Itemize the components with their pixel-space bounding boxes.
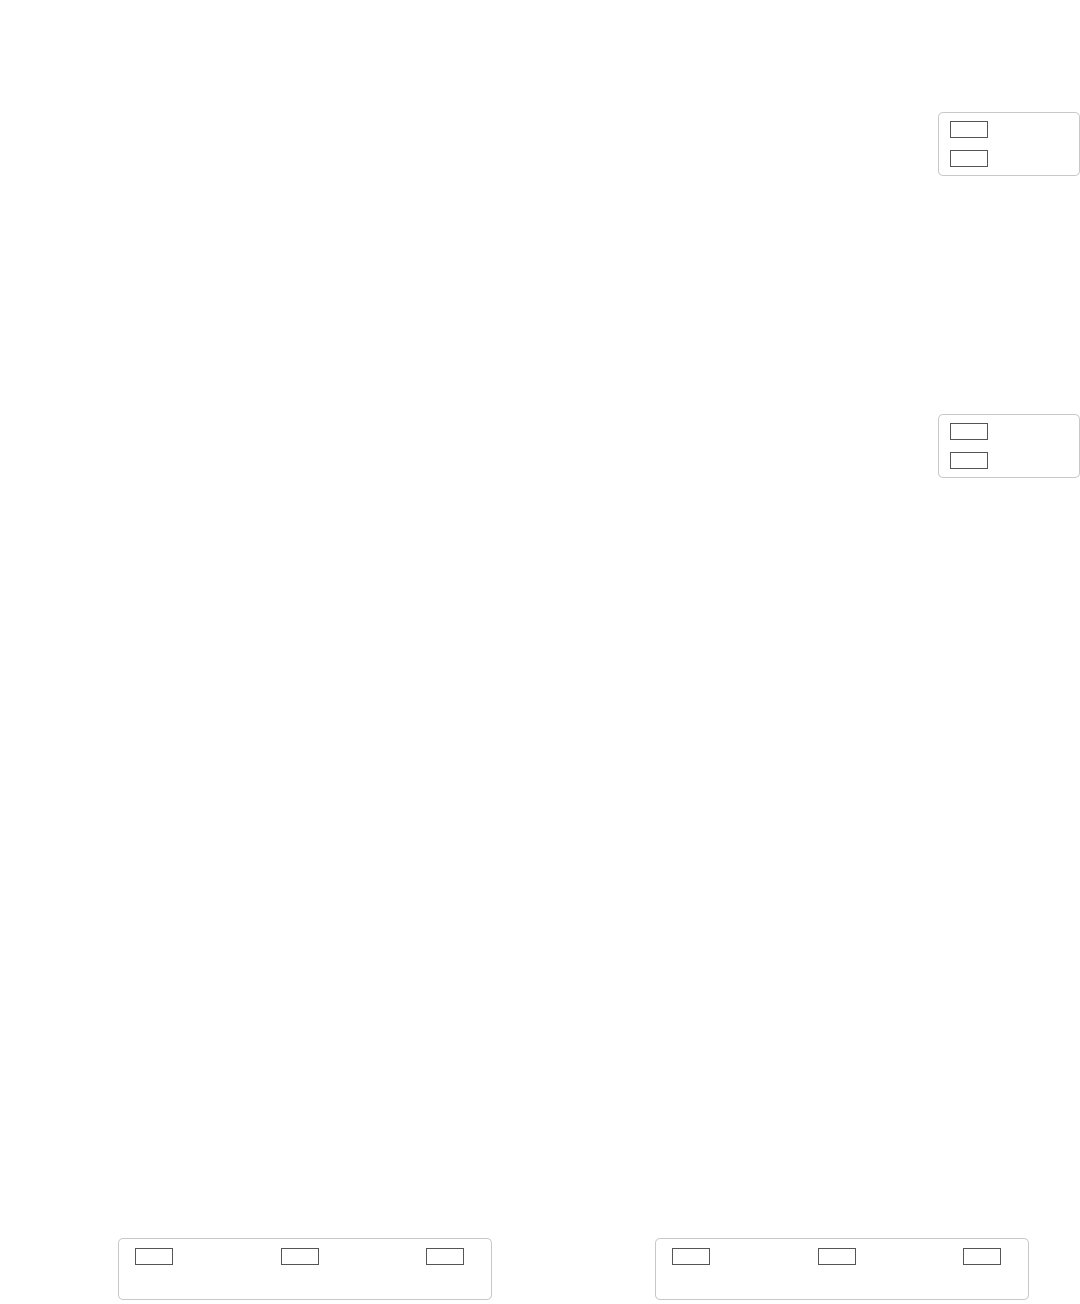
legend-a-item-fbcsp	[950, 150, 1068, 167]
legend-e	[118, 1238, 492, 1300]
legend-a	[938, 112, 1080, 176]
legend-f-swatch-1-4	[672, 1248, 710, 1265]
legend-e-swatch-1-2-3-4	[426, 1248, 464, 1265]
legend-e-item-1-2-4	[280, 1248, 330, 1265]
legend-b-swatch-fbcsp	[950, 452, 988, 469]
legend-b-item-fbcsp	[950, 452, 1068, 469]
legend-f-swatch-1-2-4	[817, 1248, 856, 1265]
legend-a-swatch-eegnet	[950, 121, 988, 138]
legend-e-item-1-2-3-4	[426, 1248, 475, 1265]
legend-f-item-1-2-3-4	[963, 1248, 1012, 1265]
legend-a-item-eegnet	[950, 121, 1068, 138]
legend-a-swatch-fbcsp	[950, 150, 988, 167]
legend-b-swatch-eegnet	[950, 423, 988, 440]
legend-f	[655, 1238, 1029, 1300]
legend-b	[938, 414, 1080, 478]
legend-f-swatch-1-2-3-4	[963, 1248, 1001, 1265]
legend-e-swatch-1-4	[135, 1248, 173, 1265]
legend-f-item-1-2-4	[817, 1248, 867, 1265]
legend-e-swatch-1-2-4	[280, 1248, 319, 1265]
legend-f-item-1-4	[672, 1248, 721, 1265]
legend-b-item-eegnet	[950, 423, 1068, 440]
legend-e-item-1-4	[135, 1248, 184, 1265]
